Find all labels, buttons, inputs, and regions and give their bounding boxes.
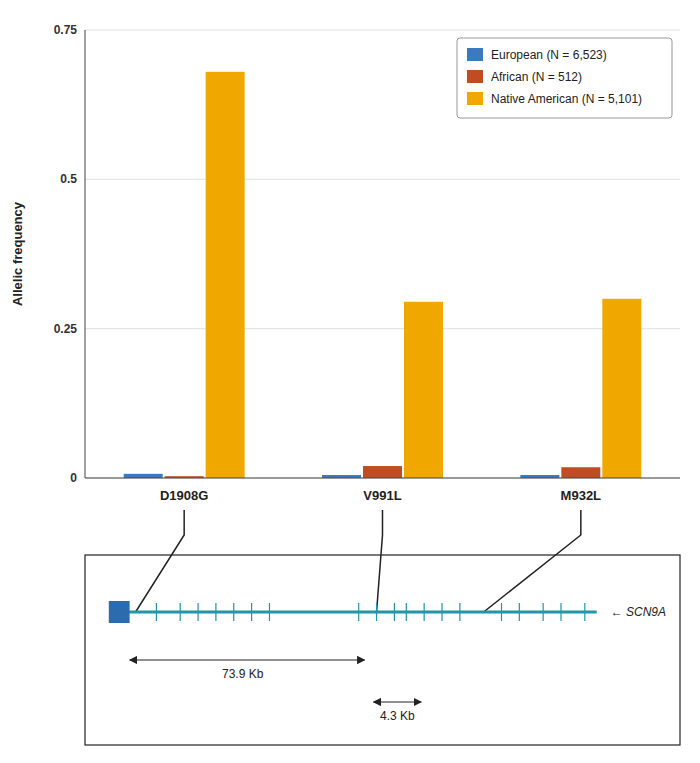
exon-tick <box>501 603 502 621</box>
connector <box>484 510 581 612</box>
gene-panel <box>85 555 680 745</box>
exon-tick <box>156 603 157 621</box>
bar <box>206 72 245 478</box>
x-tick-label: D1908G <box>160 488 208 503</box>
x-axis-line <box>85 478 680 479</box>
exon-tick <box>441 603 442 621</box>
y-axis-label: Allelic frequency <box>10 201 25 306</box>
legend-box <box>457 38 672 118</box>
exon-tick <box>543 603 544 621</box>
bar <box>561 467 600 478</box>
exon-tick <box>406 603 407 621</box>
bracket <box>130 659 365 660</box>
connector <box>377 510 383 612</box>
grid-line <box>85 179 680 180</box>
legend-label: European (N = 6,523) <box>491 48 607 62</box>
y-axis-line <box>85 30 86 478</box>
exon-tick <box>251 603 252 621</box>
bar <box>404 302 443 478</box>
exon-tick <box>358 603 359 621</box>
exon-tick <box>376 603 377 621</box>
exon-tick <box>215 603 216 621</box>
exon-tick <box>519 603 520 621</box>
gene-line <box>115 611 597 614</box>
bars <box>124 72 642 478</box>
y-tick-label: 0.75 <box>54 23 78 37</box>
exon-tick <box>197 603 198 621</box>
x-tick-label: V991L <box>363 488 401 503</box>
exon-tick <box>459 603 460 621</box>
chart-container: 0 0.25 0.5 0.75 Allelic frequency D1908G V991L… <box>0 0 700 763</box>
connector <box>136 510 185 612</box>
exon-tick <box>269 603 270 621</box>
x-tick-label: M932L <box>561 488 602 503</box>
legend: European (N = 6,523) African (N = 512) Nat… <box>457 38 672 118</box>
y-tick-label: 0.25 <box>54 322 78 336</box>
bracket-label: 73.9 Kb <box>222 667 264 681</box>
bar <box>124 474 163 478</box>
legend-label: African (N = 512) <box>491 70 582 84</box>
legend-swatch <box>467 48 483 61</box>
exon-tick <box>233 603 234 621</box>
legend-label: Native American (N = 5,101) <box>491 92 642 106</box>
chart-svg: 0 0.25 0.5 0.75 Allelic frequency D1908G V991L… <box>0 0 700 763</box>
legend-swatch <box>467 92 483 105</box>
y-tick-label: 0 <box>70 471 77 485</box>
legend-swatch <box>467 70 483 83</box>
grid-line <box>85 328 680 329</box>
exon-tick <box>180 603 181 621</box>
bar <box>363 466 402 478</box>
grid-line <box>85 478 680 479</box>
gene-start-box <box>109 601 130 623</box>
bracket-label: 4.3 Kb <box>380 709 415 723</box>
gene-name: ← SCN9A <box>611 605 666 619</box>
bar <box>602 299 641 478</box>
grid-line <box>85 30 680 31</box>
bracket <box>374 701 422 702</box>
exon-tick <box>424 603 425 621</box>
exon-tick <box>584 603 585 621</box>
y-tick-label: 0.5 <box>60 172 77 186</box>
exon-tick <box>394 603 395 621</box>
exon-tick <box>560 603 561 621</box>
